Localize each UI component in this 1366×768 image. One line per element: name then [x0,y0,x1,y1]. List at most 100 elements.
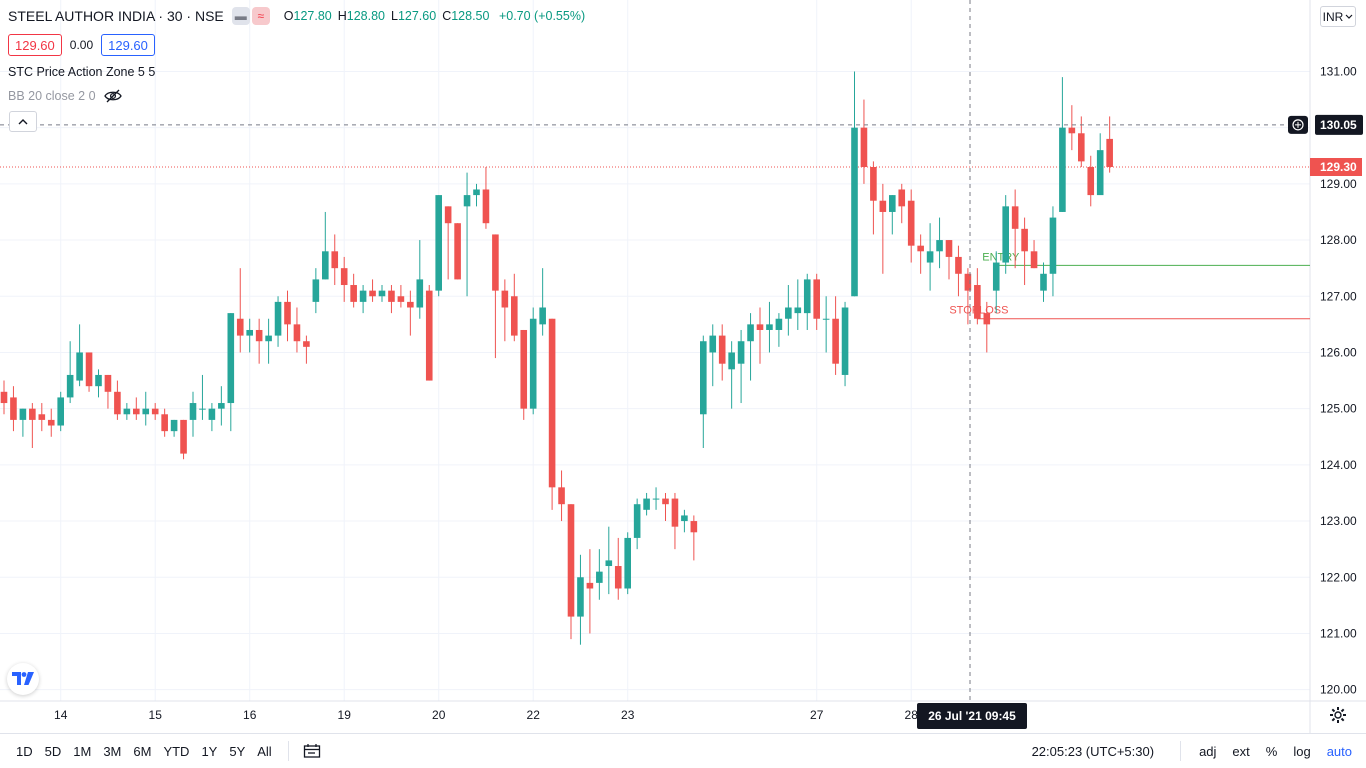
timeframe-button[interactable]: 1Y [201,743,218,759]
candle [539,307,546,325]
price-chart[interactable]: 120.00 121.00 122.00 123.00 124.00 125.00 126.… [0,0,1366,733]
candle [482,189,490,224]
timeframe-button[interactable]: 5Y [229,743,246,759]
candle [681,515,688,522]
calendar-range-icon[interactable] [299,743,325,759]
chevron-down-icon [1345,14,1353,19]
candle [851,127,858,297]
candle [889,195,896,212]
y-tick-label: 123.00 [1320,514,1357,528]
x-tick-label: 14 [54,708,68,722]
candle [586,582,594,589]
ohlc-value: 128.50 [451,9,490,23]
ohlc-change: +0.70 (+0.55%) [498,9,586,23]
candle [388,290,395,302]
gear-icon[interactable] [1328,705,1348,725]
indicator-stc[interactable]: STC Price Action Zone 5 5 [8,65,155,79]
clock-readout[interactable]: 22:05:23 (UTC+5:30) [1031,743,1155,759]
candle [841,307,849,375]
symbol-title[interactable]: STEEL AUTHOR INDIA · 30 · NSE [8,8,224,24]
timeframe-button[interactable]: 6M [133,743,152,759]
y-tick-label: 124.00 [1320,458,1357,472]
y-tick-label: 131.00 [1320,64,1357,78]
candle [236,318,244,336]
candle [255,329,263,342]
candle [633,504,641,538]
candle [747,324,754,342]
candle [775,318,783,330]
currency-label: INR [1322,9,1344,24]
ohlc-key: H [337,9,347,23]
wave-icon[interactable]: ≈ [251,7,270,25]
candle [1040,273,1047,291]
candle [1049,217,1057,274]
collapse-legend-button[interactable] [9,111,37,132]
bottom-toolbar: 1D 5D 1M 3M 6M YTD 1Y 5Y All 22:05:23 (UTC+5:30)… [0,733,1366,768]
candle [1002,206,1009,263]
timeframe-button[interactable]: 1M [73,743,92,759]
candle [0,391,8,404]
candle [1087,167,1095,196]
y-tick-label: 120.00 [1320,683,1357,697]
candle [407,301,414,308]
minus-icon[interactable]: ▬ [231,7,250,25]
candle [577,577,584,617]
buy-price[interactable]: 129.60 [101,34,155,56]
toolbar-divider [287,741,289,761]
plus-circle-icon [1292,119,1304,131]
candle [312,279,320,302]
timeframe-button[interactable]: 1D [16,743,33,759]
chevron-up-icon [18,118,28,124]
scale-option-button[interactable]: auto [1326,743,1352,759]
candle [38,414,46,420]
scale-option-button[interactable]: % [1265,743,1278,759]
crosshair-time-label: 26 Jul '21 09:45 [928,709,1016,723]
timeframe-button[interactable]: 5D [44,743,62,759]
candle [964,273,972,291]
timeframe-button[interactable]: YTD [163,743,190,759]
candle [501,290,509,308]
scale-option-button[interactable]: log [1293,743,1311,759]
toolbar-divider [1180,741,1182,761]
candle [359,290,367,302]
candle [907,200,915,246]
candle [671,498,679,527]
candle [57,397,64,426]
candle [992,262,1000,291]
candle [161,414,168,432]
timeframe-button[interactable]: All [257,743,272,759]
scale-option-button[interactable]: ext [1232,743,1250,759]
tradingview-logo-icon[interactable] [7,663,39,695]
candle [662,498,669,505]
sell-price[interactable]: 129.60 [8,34,62,56]
candle [567,504,575,617]
x-tick-label: 22 [527,708,541,722]
candle [331,251,339,269]
y-tick-label: 125.00 [1320,402,1357,416]
candle [520,329,528,409]
indicator-bb[interactable]: BB 20 close 2 0 [8,89,122,103]
candle [350,285,357,302]
indicator-bb-label: BB 20 close 2 0 [8,89,96,103]
candle [860,127,868,167]
x-tick-label: 28 [905,708,919,722]
scale-option-button[interactable]: adj [1199,743,1217,759]
candle [123,408,131,415]
y-tick-label: 121.00 [1320,626,1357,640]
candle [293,324,301,342]
candle [1030,251,1038,269]
candle [813,279,820,319]
x-tick-label: 23 [621,708,635,722]
timeframe-button[interactable]: 3M [103,743,122,759]
candle [917,245,924,252]
candle [690,521,698,533]
eye-hidden-icon[interactable] [103,89,122,103]
candle [737,341,745,364]
y-tick-label: 129.00 [1320,177,1357,191]
x-tick-label: 16 [243,708,257,722]
candle [378,290,386,297]
currency-select[interactable]: INR [1320,6,1356,27]
candle [10,397,17,420]
candle [898,189,906,207]
